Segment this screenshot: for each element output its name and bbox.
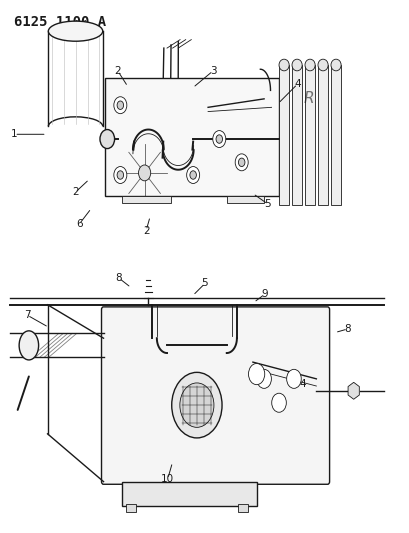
Text: 10: 10 <box>161 474 174 484</box>
Text: 6125 1100 A: 6125 1100 A <box>14 15 106 29</box>
Ellipse shape <box>291 59 301 71</box>
Ellipse shape <box>317 59 327 71</box>
Bar <box>226 196 263 203</box>
Circle shape <box>286 369 301 389</box>
Bar <box>237 504 247 512</box>
Polygon shape <box>347 382 358 399</box>
Circle shape <box>171 373 222 438</box>
Text: 8: 8 <box>344 324 351 334</box>
Text: 4: 4 <box>294 79 300 89</box>
Circle shape <box>271 393 285 412</box>
Circle shape <box>138 165 151 181</box>
Bar <box>330 65 340 205</box>
Bar <box>122 196 170 203</box>
Circle shape <box>216 135 222 143</box>
Circle shape <box>256 369 271 389</box>
Circle shape <box>114 166 126 183</box>
Text: 6: 6 <box>76 219 82 229</box>
Text: 1: 1 <box>11 130 18 139</box>
Bar <box>317 65 327 205</box>
Circle shape <box>117 171 123 179</box>
Bar <box>304 65 315 205</box>
FancyBboxPatch shape <box>101 307 329 484</box>
Circle shape <box>189 171 196 179</box>
Text: 2: 2 <box>142 225 149 236</box>
Bar <box>291 65 301 205</box>
Text: 5: 5 <box>264 199 271 209</box>
Circle shape <box>238 158 244 166</box>
Text: 2: 2 <box>114 66 121 76</box>
Circle shape <box>117 101 123 109</box>
Bar <box>126 504 136 512</box>
Circle shape <box>100 130 114 149</box>
Ellipse shape <box>48 21 103 41</box>
Ellipse shape <box>279 59 288 71</box>
Circle shape <box>180 383 213 427</box>
Bar <box>122 482 256 505</box>
Bar <box>105 78 279 196</box>
Circle shape <box>114 97 126 114</box>
Bar <box>279 65 288 205</box>
Text: 8: 8 <box>115 273 122 283</box>
Ellipse shape <box>19 331 38 360</box>
Circle shape <box>248 364 264 385</box>
Text: 4: 4 <box>298 379 305 389</box>
Text: 5: 5 <box>201 278 208 288</box>
Text: 7: 7 <box>24 310 31 320</box>
Circle shape <box>212 131 225 148</box>
Text: 3: 3 <box>209 66 216 76</box>
Ellipse shape <box>304 59 315 71</box>
Text: R: R <box>303 91 313 107</box>
Circle shape <box>186 166 199 183</box>
Text: 2: 2 <box>72 188 78 197</box>
Text: 9: 9 <box>261 289 268 299</box>
Ellipse shape <box>330 59 340 71</box>
Circle shape <box>235 154 247 171</box>
